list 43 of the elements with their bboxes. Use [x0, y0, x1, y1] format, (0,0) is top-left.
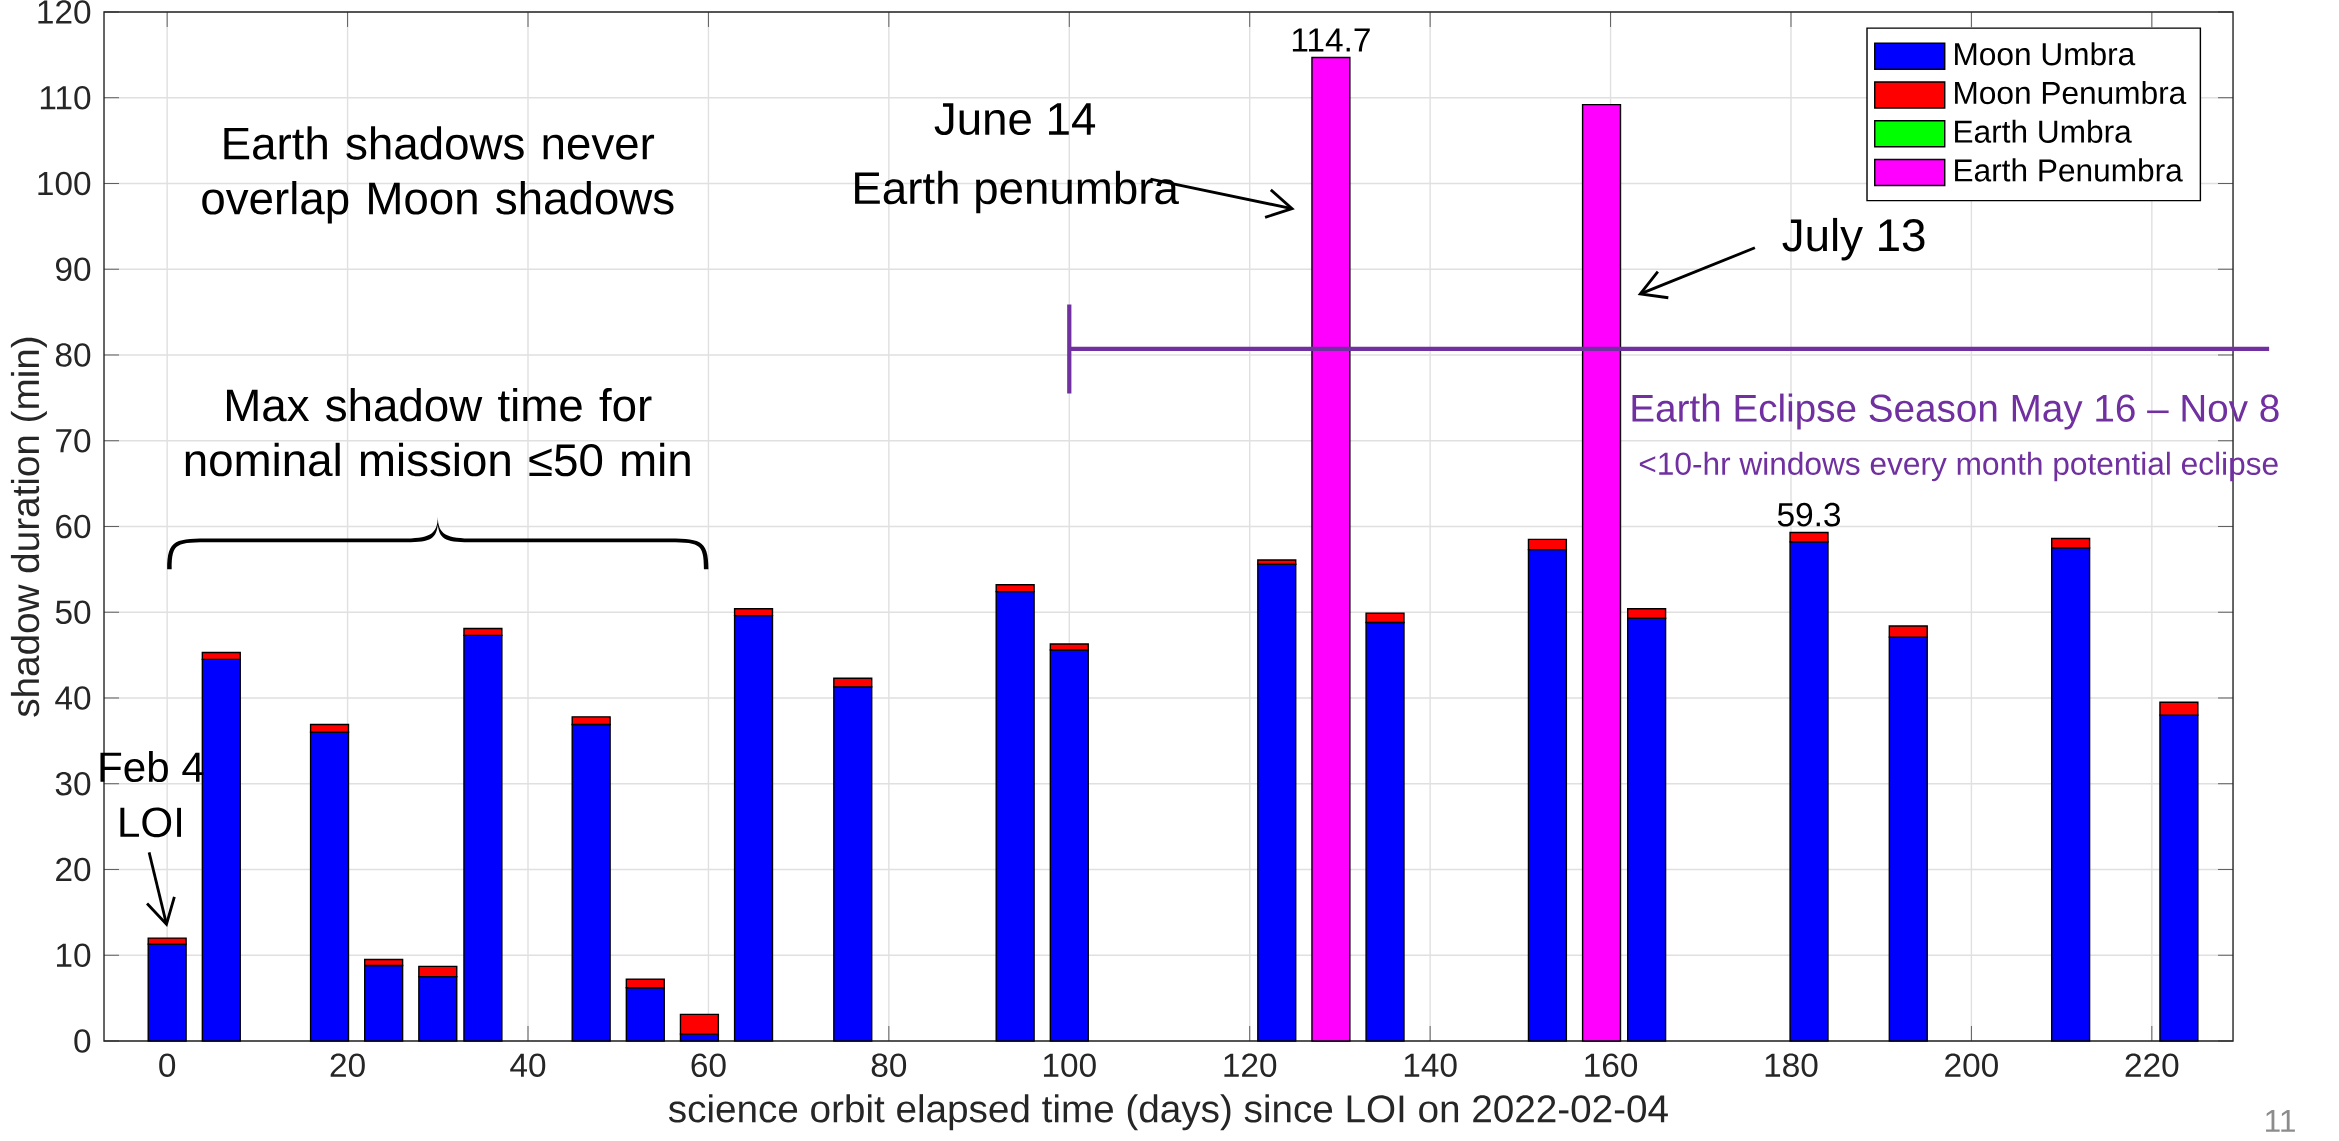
bar	[1257, 563, 1297, 1042]
annotation: Earth shadows never overlap Moon shadows	[202, 126, 674, 224]
legend-label: Moon Penumbra	[1955, 80, 2187, 105]
x-tick-label: 20	[330, 1053, 365, 1078]
y-tick-label: 50	[55, 600, 91, 625]
x-tick-label: 160	[1585, 1053, 1638, 1078]
x-tick-label: 140	[1404, 1053, 1457, 1078]
annotation: Max shadow time for nominal mission ≤50 min	[185, 387, 690, 477]
y-tick-label: 60	[56, 514, 91, 539]
x-tick-label: 0	[159, 1053, 176, 1078]
y-tick-label: 30	[55, 771, 91, 796]
y-tick-label: 10	[56, 943, 91, 968]
y-tick-label: 40	[55, 686, 91, 710]
annotation: 59.3	[1777, 502, 1841, 527]
annotation: June 14	[934, 103, 1096, 136]
y-tick-label: 90	[56, 257, 91, 282]
y-axis-title: shadow duration (min)	[10, 337, 47, 717]
x-tick-label: 120	[1224, 1053, 1277, 1078]
x-tick-label: 200	[1945, 1053, 1998, 1078]
y-tick-label: 80	[55, 343, 91, 367]
text: 11	[2266, 1110, 2295, 1132]
legend-label: Earth Penumbra	[1955, 158, 2183, 182]
x-tick-label: 80	[871, 1053, 907, 1078]
y-tick-label: 110	[40, 85, 91, 110]
x-axis-title: science orbit elapsed time (days) since LOI on 2022-02-04	[668, 1094, 1668, 1131]
y-tick-label: 20	[56, 857, 91, 882]
legend-label: Moon Umbra	[1955, 42, 2136, 66]
y-tick-label: 70	[56, 428, 91, 453]
x-tick-label: 180	[1765, 1053, 1818, 1078]
x-tick-label: 220	[2125, 1053, 2179, 1078]
annotation: July 13	[1782, 217, 1925, 261]
annotation: LOI	[120, 807, 182, 838]
x-tick-label: 60	[691, 1053, 726, 1078]
annotation: Earth penumbra	[855, 170, 1179, 214]
y-tick-label: 0	[74, 1029, 91, 1053]
x-tick-label: 40	[510, 1053, 546, 1078]
bar	[1581, 103, 1622, 1042]
annotation: 114.7	[1292, 28, 1370, 52]
x-tick-label: 100	[1043, 1053, 1096, 1078]
bar	[1311, 56, 1351, 1042]
y-tick-label: 120	[38, 0, 91, 24]
y-tick-label: 100	[38, 171, 91, 196]
legend-label: Earth Umbra	[1955, 119, 2132, 143]
